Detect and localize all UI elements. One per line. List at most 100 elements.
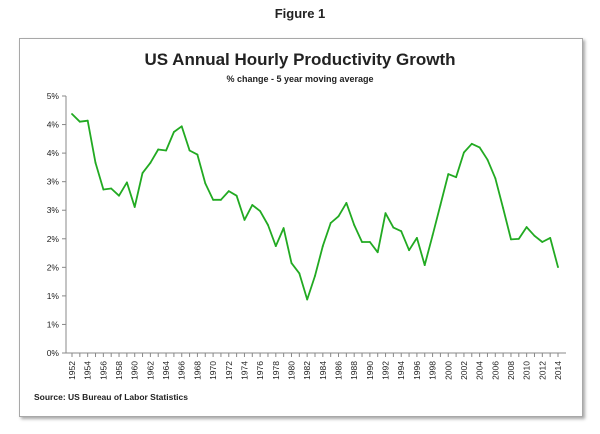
data-point [165,149,167,152]
y-tick-label: 1% [47,291,60,301]
y-tick-label: 4% [47,120,60,130]
y-tick-label: 3% [47,177,60,187]
data-point [86,119,89,122]
data-point [400,230,403,233]
data-point [541,241,544,243]
x-tick-label: 1988 [349,361,359,380]
x-tick-label: 1986 [334,361,344,380]
data-point [368,241,371,243]
y-tick-label: 2% [47,234,60,244]
chart-axes [62,95,566,357]
data-point [439,204,442,206]
x-tick-label: 1974 [239,361,249,380]
data-point [71,113,73,115]
x-tick-label: 1994 [396,361,406,380]
y-tick-label: 5% [47,91,60,101]
x-tick-label: 2010 [522,361,532,380]
data-point [173,131,175,133]
x-tick-label: 1976 [255,361,265,380]
series-line [71,113,559,301]
x-tick-label: 2000 [443,361,453,380]
x-tick-label: 1954 [83,361,93,380]
data-point [470,142,473,145]
data-point [557,266,559,269]
data-point [157,148,160,151]
data-point [525,226,528,228]
data-point [384,212,387,215]
x-tick-label: 1952 [67,361,77,380]
data-point [306,298,309,301]
x-tick-label: 1960 [130,361,140,380]
data-point [212,198,214,201]
x-tick-label: 2014 [553,361,563,380]
y-tick-label: 3% [47,205,60,215]
data-point [102,188,105,191]
x-tick-label: 1958 [114,361,124,380]
x-tick-label: 1982 [302,361,312,380]
x-tick-label: 1978 [271,361,281,380]
data-point [141,172,144,175]
y-tick-label: 0% [47,348,60,358]
data-point [267,224,269,226]
data-point [314,275,316,277]
data-point [94,161,97,164]
data-point [533,234,536,237]
data-point [298,272,301,275]
y-tick-label: 1% [47,319,60,329]
x-tick-label: 1998 [428,361,438,380]
x-tick-label: 1990 [365,361,375,380]
data-point [149,161,152,164]
x-tick-label: 2008 [506,361,516,380]
y-tick-label: 4% [47,148,60,158]
data-point [455,176,457,179]
x-tick-label: 1970 [208,361,218,380]
x-tick-label: 1972 [224,361,234,380]
data-point [204,182,207,185]
data-point [423,264,426,267]
x-tick-label: 1956 [98,361,108,380]
data-point [353,224,356,226]
x-axis-tick-labels: 1952 1954 1956 1958 1960 1962 1964 1966 1968 1970… [67,361,563,380]
x-tick-label: 1962 [145,361,155,380]
x-tick-label: 1992 [381,361,391,380]
data-point [408,249,410,252]
y-axis-tick-labels: 0% 1% 1% 2% 2% 3% 3% 4% 4% 5% [47,91,60,358]
x-tick-label: 1984 [318,361,328,380]
data-point [235,194,238,197]
data-point [321,245,324,247]
data-point [416,236,418,239]
data-point [510,238,512,241]
data-point [431,234,434,237]
chart-title: US Annual Hourly Productivity Growth [144,50,456,69]
x-tick-label: 2012 [537,361,547,380]
data-point [243,218,246,221]
data-point [78,120,81,123]
data-point [251,204,254,206]
data-point [478,146,481,149]
chart-frame [19,38,583,417]
data-point [180,125,183,128]
data-point [220,198,222,201]
data-point [259,210,262,213]
data-point [549,236,552,239]
data-point [290,262,293,264]
chart-source: Source: US Bureau of Labor Statistics [34,392,188,402]
data-point [361,241,363,243]
y-tick-label: 2% [47,262,60,272]
data-point [376,251,379,254]
data-point [110,187,113,190]
x-tick-label: 1980 [286,361,296,380]
x-tick-label: 2002 [459,361,469,380]
x-tick-label: 1996 [412,361,422,380]
chart-subtitle: % change - 5 year moving average [226,74,374,84]
data-point [502,207,505,209]
data-point [463,151,465,154]
chart-series [71,113,559,301]
x-tick-label: 2004 [475,361,485,380]
x-tick-label: 2006 [490,361,500,380]
figure-caption: Figure 1 [274,6,326,21]
x-tick-label: 1966 [177,361,187,380]
data-point [282,227,285,229]
data-point [274,245,277,247]
